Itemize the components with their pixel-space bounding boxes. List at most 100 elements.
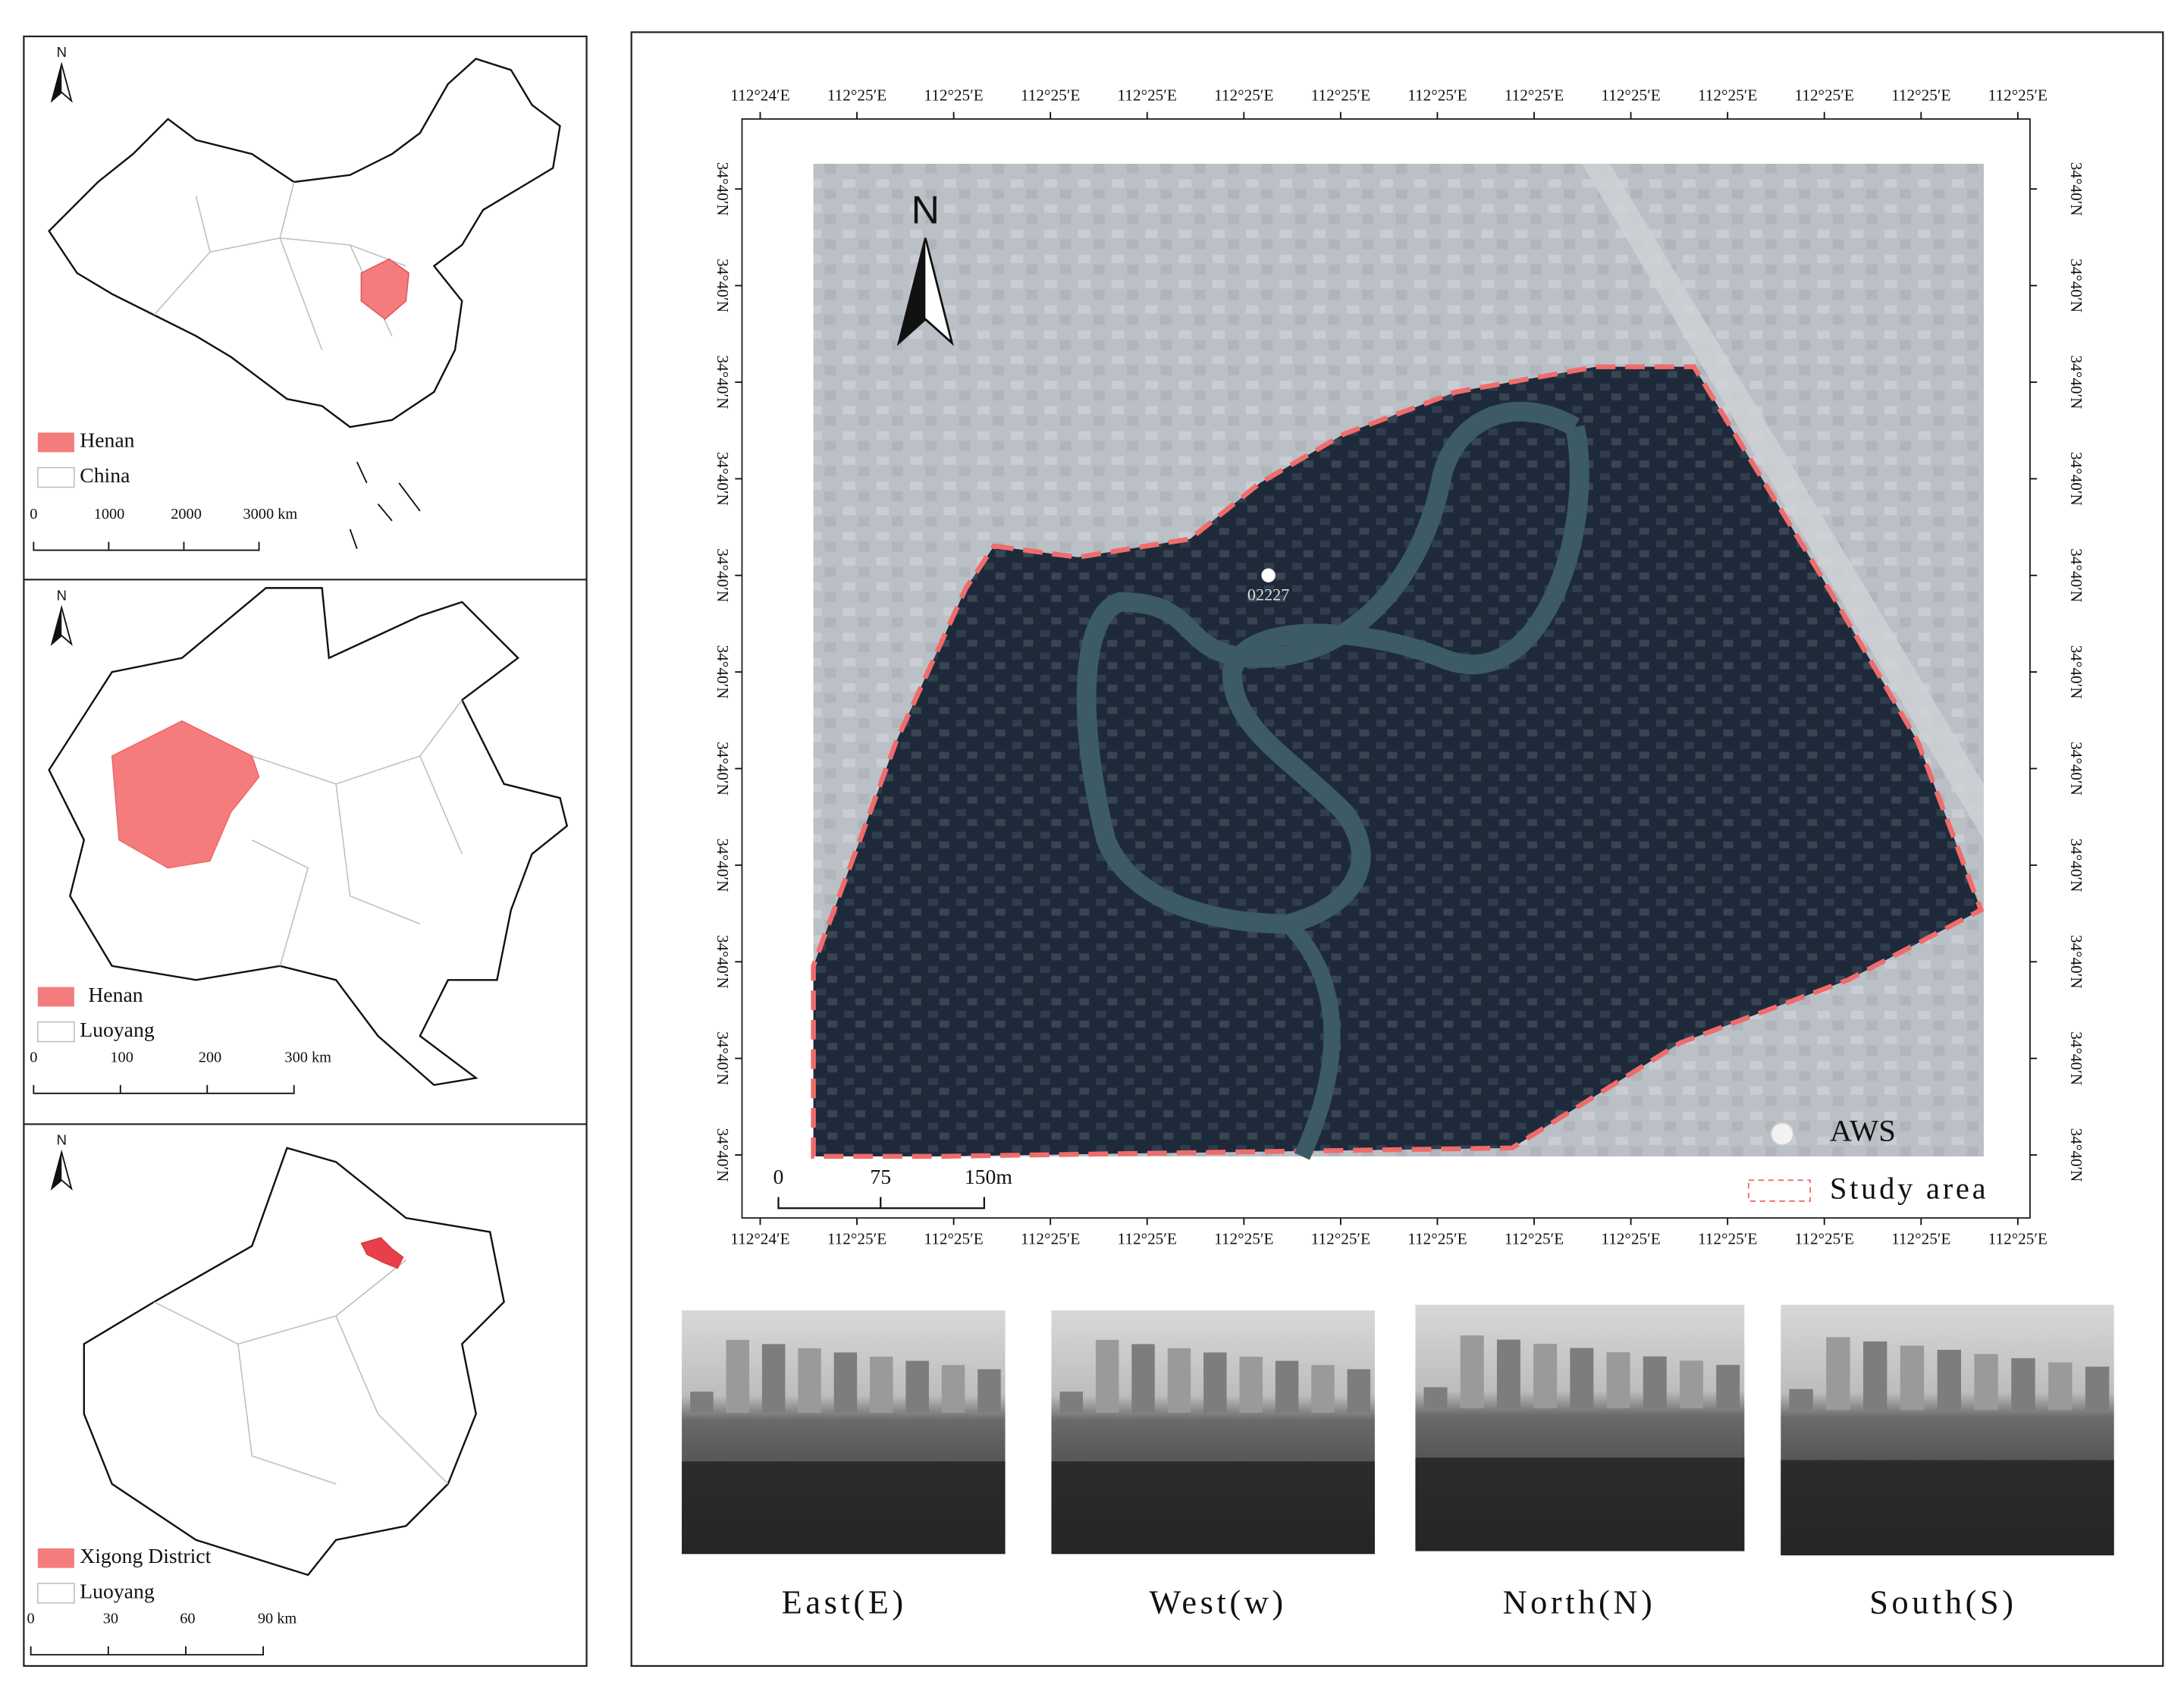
photo-trees — [1051, 1461, 1375, 1555]
lon-label: 112°24′E — [730, 86, 789, 104]
photo-building — [1059, 1392, 1084, 1413]
henan-region — [360, 258, 410, 320]
photo-building — [761, 1344, 786, 1413]
right-frame — [630, 31, 2164, 1668]
legend-swatch — [37, 1548, 74, 1568]
district-lines — [153, 1259, 449, 1485]
xigong-region — [360, 1237, 404, 1269]
scale-label: 0 — [774, 1165, 784, 1188]
legend-label: Henan — [80, 428, 134, 452]
photo-building — [1570, 1348, 1594, 1409]
lon-label: 112°25′E — [1505, 1230, 1564, 1248]
north-label: N — [57, 44, 67, 60]
scale-label: 3000 km — [243, 506, 298, 522]
scale-label: 200 — [199, 1049, 221, 1065]
photo-building — [1131, 1344, 1155, 1413]
lat-label: 34°40′N — [2067, 1128, 2085, 1182]
photo-building — [1974, 1354, 1998, 1410]
lon-label: 112°25′E — [1891, 1230, 1950, 1248]
station-marker — [1261, 568, 1276, 582]
lat-label: 34°40′N — [714, 742, 732, 795]
lat-label: 34°40′N — [2067, 356, 2085, 409]
river — [1076, 401, 1589, 934]
photo-building — [1095, 1339, 1119, 1413]
lon-label: 112°24′E — [730, 1230, 789, 1248]
lat-label: 34°40′N — [2067, 548, 2085, 602]
lon-label: 112°25′E — [1214, 1230, 1273, 1248]
lat-label: 34°40′N — [2067, 452, 2085, 506]
lat-label: 34°40′N — [714, 1128, 732, 1182]
legend-label: Luoyang — [80, 1018, 155, 1041]
lat-label: 34°40′N — [714, 838, 732, 892]
scale-label: 60 — [180, 1611, 195, 1627]
photo-building — [1679, 1360, 1703, 1409]
china-outline — [48, 58, 561, 428]
scale-label: 30 — [103, 1611, 118, 1627]
scale-label: 1000 — [94, 506, 125, 522]
legend-study-symbol — [1747, 1179, 1811, 1202]
lon-label: 112°25′E — [924, 1230, 983, 1248]
north-arrow-half — [52, 64, 62, 101]
scale-label: 0 — [30, 506, 37, 522]
photo-building — [1275, 1360, 1299, 1413]
photo-building — [2011, 1358, 2035, 1410]
photo-trees — [1781, 1460, 2114, 1556]
lat-label: 34°40′N — [714, 162, 732, 216]
scale-label: 0 — [30, 1049, 37, 1065]
legend-label: Luoyang — [80, 1579, 155, 1602]
photo-building — [941, 1365, 965, 1413]
photo-building — [1937, 1350, 1962, 1410]
lon-label: 112°25′E — [1505, 86, 1564, 104]
scale-label: 150m — [965, 1165, 1013, 1188]
highway — [1582, 163, 1984, 840]
scale-label: 0 — [27, 1611, 35, 1627]
photo-building — [1643, 1356, 1667, 1409]
left-frame — [23, 35, 588, 1668]
lon-label: 112°25′E — [1407, 86, 1467, 104]
legend-label: Xigong District — [80, 1544, 211, 1567]
lon-label: 112°25′E — [1118, 86, 1177, 104]
photo-building — [1167, 1348, 1191, 1413]
lat-label: 34°40′N — [714, 935, 732, 989]
lon-label: 112°25′E — [1988, 86, 2048, 104]
photo-building — [1826, 1337, 1850, 1410]
lon-label: 112°25′E — [1698, 1230, 1757, 1248]
lon-label: 112°25′E — [924, 86, 983, 104]
legend-aws: AWS — [1830, 1114, 1896, 1148]
legend-swatch — [37, 466, 75, 488]
photo-building — [905, 1360, 929, 1413]
photo-trees — [682, 1461, 1006, 1555]
photo-building — [1900, 1345, 1925, 1410]
lon-label: 112°25′E — [1021, 86, 1080, 104]
study-area — [811, 364, 1985, 1159]
lat-label: 34°40′N — [714, 452, 732, 506]
scale-label: 100 — [110, 1049, 133, 1065]
henan-outline — [48, 587, 569, 1087]
legend-swatch — [37, 987, 74, 1007]
photo-building — [833, 1352, 858, 1413]
photo-building — [1347, 1369, 1371, 1413]
scale-label: 300 km — [284, 1049, 331, 1065]
photo-building — [1716, 1364, 1740, 1409]
photo-building — [1606, 1352, 1630, 1409]
photo-building — [1863, 1341, 1887, 1410]
lon-label: 112°25′E — [1311, 86, 1370, 104]
map-frame — [741, 118, 2031, 1219]
lat-label: 34°40′N — [2067, 742, 2085, 795]
photo-trees — [1415, 1458, 1745, 1552]
photo-building — [690, 1392, 714, 1413]
lon-label: 112°25′E — [1795, 86, 1854, 104]
lat-label: 34°40′N — [2067, 838, 2085, 892]
lon-label: 112°25′E — [827, 1230, 886, 1248]
lon-label: 112°25′E — [1311, 1230, 1370, 1248]
lat-label: 34°40′N — [2067, 645, 2085, 699]
province-lines — [153, 181, 406, 350]
photo-building — [1496, 1339, 1520, 1409]
photo-building — [1460, 1335, 1484, 1409]
photo-building — [1311, 1365, 1335, 1413]
lat-label: 34°40′N — [714, 645, 732, 699]
photo-building — [1423, 1387, 1448, 1409]
photo-building — [1789, 1388, 1813, 1410]
lat-label: 34°40′N — [2067, 1031, 2085, 1085]
lon-label: 112°25′E — [1118, 1230, 1177, 1248]
